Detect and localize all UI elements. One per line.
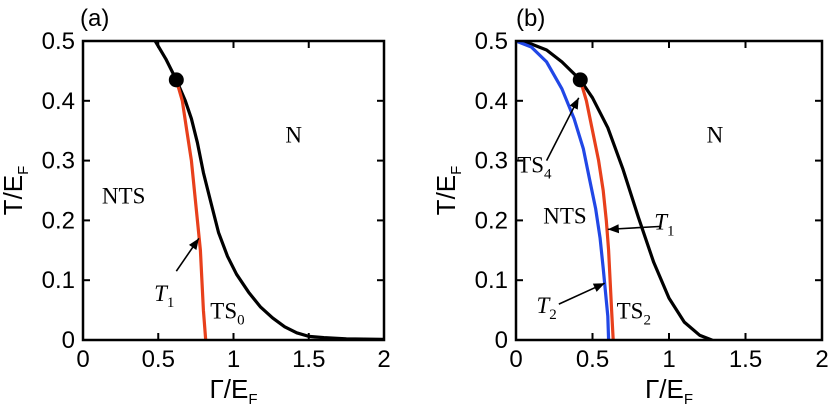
region-label-main: TS bbox=[617, 298, 644, 323]
x-axis-label-main: Γ/E bbox=[645, 374, 684, 404]
y-axis-label-group: T/EF bbox=[431, 166, 465, 216]
y-tick-label: 0.4 bbox=[475, 88, 508, 115]
region-label: TS0 bbox=[210, 298, 244, 328]
region-label: NTS bbox=[543, 203, 586, 228]
y-tick-label: 0.1 bbox=[42, 267, 75, 294]
annotation-arrowhead bbox=[188, 238, 199, 250]
annotation-label-main: T bbox=[654, 209, 669, 234]
region-label-main: N bbox=[707, 123, 724, 148]
y-tick-label: 0 bbox=[62, 327, 75, 354]
region-label-main: TS bbox=[210, 298, 237, 323]
y-tick-label: 0 bbox=[495, 327, 508, 354]
y-tick-label: 0.3 bbox=[42, 148, 75, 175]
y-tick-label: 0.5 bbox=[42, 28, 75, 55]
region-label: TS2 bbox=[617, 298, 651, 328]
x-axis-label-subscript: F bbox=[684, 391, 693, 404]
region-label-subscript: 0 bbox=[237, 312, 245, 328]
region-label: N bbox=[707, 123, 724, 148]
annotation-label-subscript: 1 bbox=[167, 295, 175, 311]
panel-label: (b) bbox=[516, 5, 545, 32]
y-tick-label: 0.4 bbox=[42, 88, 75, 115]
critical-point-marker bbox=[572, 72, 588, 88]
annotation-arrow-line bbox=[545, 97, 580, 161]
annotation-label: T2 bbox=[536, 293, 556, 323]
region-label-main: NTS bbox=[543, 203, 586, 228]
x-tick-label: 1 bbox=[662, 346, 675, 373]
annotation-label-main: T bbox=[536, 293, 551, 318]
series-line-t1 bbox=[578, 78, 615, 340]
x-tick-label: 0.5 bbox=[576, 346, 609, 373]
series-line-black bbox=[153, 41, 384, 340]
annotation-label: TS4 bbox=[517, 153, 552, 183]
region-label-main: N bbox=[285, 123, 302, 148]
y-axis-label: T/EF bbox=[431, 166, 465, 216]
x-axis-label: Γ/EF bbox=[645, 374, 693, 404]
series-line-black bbox=[516, 41, 714, 340]
y-axis-label-main: T/E bbox=[0, 175, 28, 215]
y-tick-label: 0.2 bbox=[475, 207, 508, 234]
x-axis-label-subscript: F bbox=[248, 391, 257, 404]
plot-frame bbox=[81, 39, 386, 342]
y-axis-label-main: T/E bbox=[431, 175, 461, 215]
x-axis-label: Γ/EF bbox=[209, 374, 257, 404]
panel-label: (a) bbox=[80, 5, 109, 32]
annotation-label-subscript: 1 bbox=[667, 223, 675, 239]
region-label: NTS bbox=[102, 184, 145, 209]
region-label-subscript: 2 bbox=[643, 312, 651, 328]
y-axis-label: T/EF bbox=[0, 166, 32, 216]
x-tick-label: 1 bbox=[227, 346, 240, 373]
annotation-label-main: TS bbox=[517, 153, 544, 178]
region-label-main: NTS bbox=[102, 184, 145, 209]
x-tick-label: 0.5 bbox=[142, 346, 175, 373]
series-line-t1 bbox=[174, 78, 208, 340]
x-axis-label-main: Γ/E bbox=[209, 374, 248, 404]
annotation-arrowhead bbox=[607, 224, 620, 234]
y-axis-label-group: T/EF bbox=[0, 166, 32, 216]
annotation-label: T1 bbox=[654, 209, 674, 239]
annotation-arrowhead bbox=[592, 283, 605, 292]
y-tick-label: 0.1 bbox=[475, 267, 508, 294]
critical-point-marker bbox=[168, 72, 184, 88]
y-tick-label: 0.2 bbox=[42, 207, 75, 234]
x-tick-label: 1.5 bbox=[292, 346, 325, 373]
region-label: N bbox=[285, 123, 302, 148]
plot-frame bbox=[514, 39, 824, 342]
annotation-arrowhead bbox=[569, 97, 579, 110]
annotation-label-main: T bbox=[154, 281, 169, 306]
x-tick-label: 2 bbox=[377, 346, 390, 373]
annotation-label-subscript: 4 bbox=[544, 167, 552, 183]
annotation-label: T1 bbox=[154, 281, 174, 311]
series-line-t2 bbox=[516, 41, 611, 340]
y-axis-label-subscript: F bbox=[448, 166, 465, 175]
annotation-label-subscript: 2 bbox=[549, 307, 557, 323]
x-tick-label: 0 bbox=[509, 346, 522, 373]
y-tick-label: 0.5 bbox=[475, 28, 508, 55]
y-tick-label: 0.3 bbox=[475, 148, 508, 175]
x-tick-label: 2 bbox=[815, 346, 828, 373]
panel-b: (b)0 0.5 1 1.5 200.10.20.30.40.5NNTSTS2TS4T1… bbox=[431, 5, 829, 404]
x-tick-label: 1.5 bbox=[729, 346, 762, 373]
panel-a: (a)0 0.5 1 1.5 200.10.20.30.40.5NNTSTS0T1Γ/E… bbox=[0, 5, 391, 404]
y-axis-label-subscript: F bbox=[15, 166, 32, 175]
x-tick-label: 0 bbox=[76, 346, 89, 373]
